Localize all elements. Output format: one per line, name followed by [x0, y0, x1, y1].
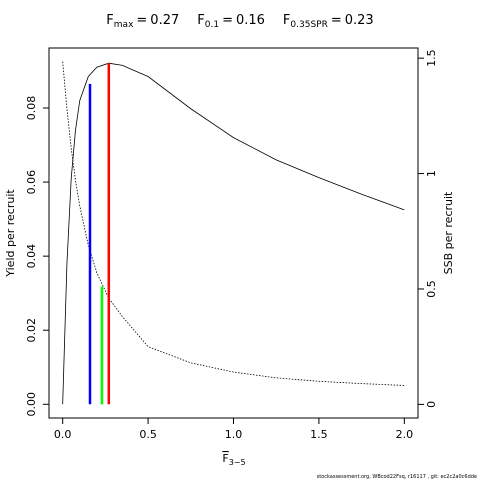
x-tick-label: 0.5	[139, 428, 157, 441]
y2-tick-label: 1.5	[425, 49, 438, 67]
title-relation: =	[136, 13, 147, 28]
y-tick-label: 0.00	[25, 392, 38, 417]
title-symbol: F	[197, 13, 204, 28]
x-axis-label: F3−5	[222, 452, 245, 467]
title-value: 0.27	[150, 13, 179, 28]
title-relation: =	[222, 13, 233, 28]
x-tick-label: 2.0	[396, 428, 414, 441]
title-symbol: F	[283, 13, 290, 28]
y-axis-label: Yield per recruit	[4, 189, 17, 278]
plot-frame	[48, 47, 419, 419]
y-tick-label: 0.04	[25, 244, 38, 269]
series-line	[62, 62, 405, 405]
title-symbol: F	[106, 13, 113, 28]
x-tick-label: 1.0	[225, 428, 243, 441]
title-relation: =	[331, 13, 342, 28]
x-label-subscript: 3−5	[229, 458, 246, 467]
y-tick-label: 0.08	[25, 96, 38, 121]
title-subscript: max	[114, 20, 134, 30]
y-tick-label: 0.06	[25, 170, 38, 195]
y2-tick-label: 0.5	[425, 280, 438, 298]
title-subscript: 0.1	[205, 20, 219, 30]
x-tick-label: 0.0	[54, 428, 72, 441]
x-label-symbol: F	[222, 452, 228, 465]
footer: stockassessment.org, WBcod22Fsq, r16117 …	[317, 474, 477, 480]
x-tick-label: 1.5	[310, 428, 328, 441]
chart-title: Fmax = 0.27 F0.1 = 0.16 F0.35SPR = 0.23	[106, 13, 373, 30]
series-line	[62, 61, 405, 386]
y-tick-label: 0.02	[25, 318, 38, 343]
title-subscript: 0.35SPR	[290, 20, 327, 30]
y2-tick-label: 1	[425, 170, 438, 177]
y2-tick-label: 0	[425, 401, 438, 408]
title-value: 0.16	[236, 13, 265, 28]
title-value: 0.23	[345, 13, 374, 28]
y2-axis-label: SSB per recruit	[442, 191, 455, 274]
